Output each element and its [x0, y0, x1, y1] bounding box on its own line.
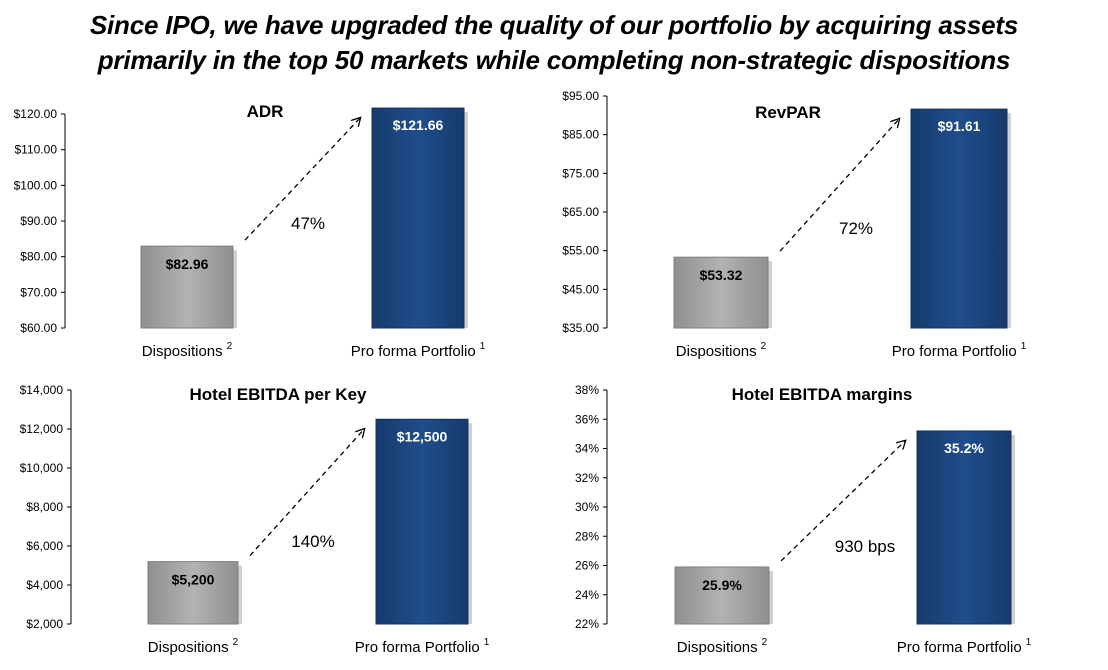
- y-tick-label: $85.00: [562, 128, 599, 142]
- y-tick-label: $4,000: [26, 578, 63, 592]
- y-tick-label: $120.00: [14, 107, 58, 121]
- portfolio-value-label: $12,500: [397, 428, 448, 444]
- portfolio-bar: [910, 108, 1008, 329]
- dispositions-footnote-marker: 2: [233, 637, 239, 648]
- y-tick-label: $65.00: [562, 205, 599, 219]
- y-tick-label: 32%: [575, 471, 599, 485]
- dispositions-bar: [673, 256, 769, 329]
- y-tick-label: $12,000: [20, 422, 64, 436]
- portfolio-category-label: Pro forma Portfolio 1: [897, 637, 1032, 656]
- y-tick-label: $100.00: [14, 178, 58, 192]
- y-tick-label: $95.00: [562, 89, 599, 103]
- y-tick-label: 28%: [575, 529, 599, 543]
- chart-title: RevPAR: [755, 103, 821, 122]
- y-tick-label: $70.00: [20, 285, 57, 299]
- adr-chart: $60.00 $70.00 $80.00 $90.00 $100.00 $110.00 $1…: [14, 102, 486, 360]
- y-tick-label: $55.00: [562, 244, 599, 258]
- headline-line-1: Since IPO, we have upgraded the quality …: [89, 10, 1019, 40]
- portfolio-category-label: Pro forma Portfolio 1: [355, 637, 490, 656]
- growth-label: 47%: [291, 214, 325, 233]
- dispositions-bar: [674, 566, 770, 625]
- dispositions-value-label: $53.32: [700, 267, 743, 283]
- dispositions-value-label: 25.9%: [702, 577, 742, 593]
- growth-label: 930 bps: [835, 537, 896, 556]
- growth-arrow: [780, 441, 905, 562]
- portfolio-bar: [371, 107, 465, 329]
- y-tick-label: $6,000: [26, 539, 63, 553]
- headline: Since IPO, we have upgraded the quality …: [0, 8, 1108, 78]
- chart-title: Hotel EBITDA per Key: [190, 385, 368, 404]
- portfolio-footnote-marker: 1: [1026, 637, 1032, 648]
- y-tick-label: $14,000: [20, 383, 64, 397]
- portfolio-footnote-marker: 1: [1021, 341, 1027, 352]
- dispositions-category-name: Dispositions: [677, 639, 758, 656]
- y-tick-label: 36%: [575, 412, 599, 426]
- portfolio-category-name: Pro forma Portfolio: [892, 343, 1017, 360]
- y-tick-label: $35.00: [562, 321, 599, 335]
- dispositions-category-label: Dispositions 2: [677, 637, 768, 656]
- dispositions-bar: [147, 561, 239, 625]
- growth-arrow: [244, 118, 360, 241]
- y-tick-label: $60.00: [20, 321, 57, 335]
- dispositions-category-name: Dispositions: [676, 343, 757, 360]
- portfolio-category-name: Pro forma Portfolio: [351, 343, 476, 360]
- growth-arrow: [779, 119, 899, 252]
- revpar-chart: $35.00 $45.00 $55.00 $65.00 $75.00 $85.00 $95.…: [562, 89, 1027, 360]
- dispositions-footnote-marker: 2: [761, 341, 767, 352]
- portfolio-footnote-marker: 1: [484, 637, 490, 648]
- y-tick-label: 24%: [575, 588, 599, 602]
- y-tick-label: $110.00: [15, 143, 58, 157]
- y-tick-label: $10,000: [20, 461, 64, 475]
- portfolio-value-label: $121.66: [393, 117, 444, 133]
- y-tick-label: 34%: [575, 442, 599, 456]
- chart-title: ADR: [247, 102, 284, 121]
- growth-arrow: [249, 429, 364, 557]
- portfolio-category-label: Pro forma Portfolio 1: [892, 341, 1027, 360]
- dispositions-footnote-marker: 2: [227, 341, 233, 352]
- portfolio-category-label: Pro forma Portfolio 1: [351, 341, 486, 360]
- portfolio-bar: [375, 418, 469, 625]
- portfolio-category-name: Pro forma Portfolio: [897, 639, 1022, 656]
- y-tick-label: 22%: [575, 617, 599, 631]
- portfolio-value-label: $91.61: [938, 118, 981, 134]
- portfolio-category-name: Pro forma Portfolio: [355, 639, 480, 656]
- y-tick-label: $2,000: [26, 617, 63, 631]
- hotel-ebitda-per-key-chart: $2,000 $4,000 $6,000 $8,000 $10,000 $12,000 $1…: [20, 383, 490, 656]
- growth-label: 140%: [291, 532, 334, 551]
- y-tick-label: $8,000: [26, 500, 63, 514]
- headline-line-2: primarily in the top 50 markets while co…: [97, 45, 1011, 75]
- portfolio-footnote-marker: 1: [480, 341, 486, 352]
- dispositions-category-name: Dispositions: [148, 639, 229, 656]
- dispositions-category-label: Dispositions 2: [142, 341, 233, 360]
- dispositions-value-label: $82.96: [166, 256, 209, 272]
- portfolio-value-label: 35.2%: [944, 440, 984, 456]
- y-tick-label: 26%: [575, 559, 599, 573]
- y-tick-label: $90.00: [20, 214, 57, 228]
- hotel-ebitda-margins-chart: 22% 24% 26% 28% 30% 32% 34% 36% 38% Hotel EBITDA …: [575, 383, 1032, 656]
- dispositions-category-name: Dispositions: [142, 343, 223, 360]
- y-tick-label: 30%: [575, 500, 599, 514]
- growth-label: 72%: [839, 219, 873, 238]
- y-tick-label: $80.00: [20, 250, 57, 264]
- dispositions-bar: [140, 245, 234, 329]
- portfolio-bar: [916, 430, 1012, 625]
- dispositions-category-label: Dispositions 2: [148, 637, 239, 656]
- dispositions-value-label: $5,200: [172, 572, 215, 588]
- y-tick-label: $75.00: [562, 166, 599, 180]
- chart-title: Hotel EBITDA margins: [732, 385, 913, 404]
- y-tick-label: $45.00: [562, 282, 599, 296]
- dispositions-footnote-marker: 2: [762, 637, 768, 648]
- dispositions-category-label: Dispositions 2: [676, 341, 767, 360]
- y-tick-label: 38%: [575, 383, 599, 397]
